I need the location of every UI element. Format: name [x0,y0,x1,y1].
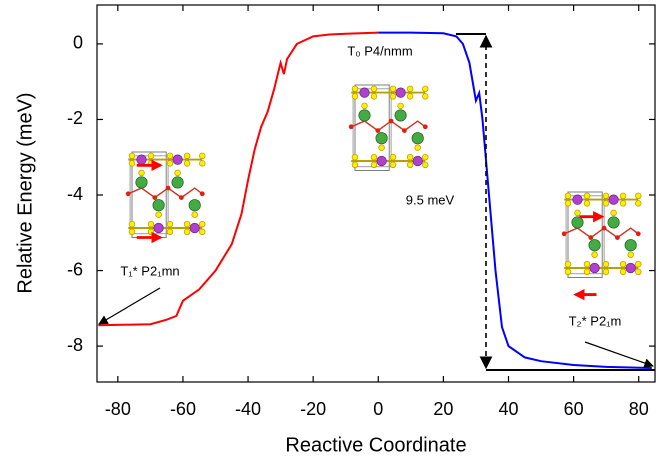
y-tick-label: 0 [73,33,83,53]
plot-frame [96,4,656,383]
y-tick-label: -8 [67,335,83,355]
line-series [98,31,379,327]
t1-structure [124,151,207,244]
y-tick-label: -2 [67,108,83,128]
x-tick-label: 40 [498,399,518,419]
x-tick-label: 0 [373,399,383,419]
annotation: 9.5 meV [406,192,455,207]
x-tick-label: -60 [170,399,196,419]
x-tick-label: -40 [235,399,261,419]
y-tick-label: -6 [67,259,83,279]
t0-structure [347,84,430,172]
t1-pointer [98,287,161,325]
y-axis-label: Relative Energy (meV) [14,92,36,293]
y-tick-label: -4 [67,184,83,204]
annotation: T₀ P4/nmm [347,43,412,58]
t2-structure [560,191,643,301]
annotation: T₁* P2₁mn [120,263,179,278]
x-tick-label: 60 [564,399,584,419]
x-tick-label: 20 [433,399,453,419]
x-tick-label: 80 [629,399,649,419]
x-axis-label: Reactive Coordinate [285,434,466,456]
annotation: T₂* P2₁m [569,313,622,328]
x-tick-label: -80 [105,399,131,419]
t2-pointer [584,341,654,368]
x-tick-label: -20 [300,399,326,419]
